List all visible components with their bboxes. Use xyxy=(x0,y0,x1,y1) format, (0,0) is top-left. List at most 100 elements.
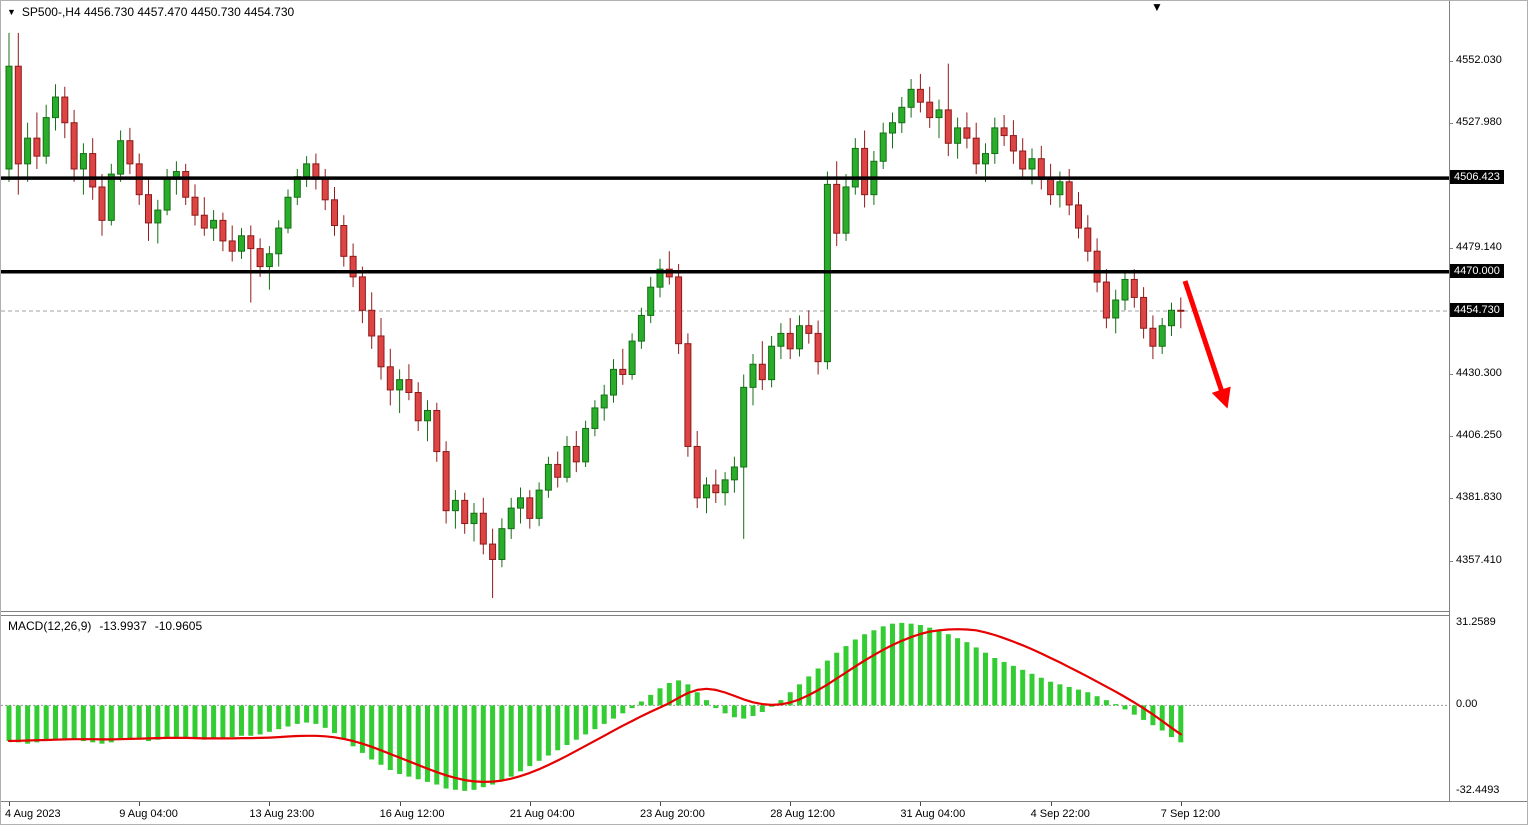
candle-body[interactable] xyxy=(79,153,87,170)
candle-body[interactable] xyxy=(1149,327,1157,347)
candle-body[interactable] xyxy=(730,466,738,481)
candle-body[interactable] xyxy=(1000,127,1008,137)
candle-body[interactable] xyxy=(386,366,394,391)
candle-body[interactable] xyxy=(61,96,69,124)
time-axis[interactable]: 4 Aug 2023 9 Aug 04:00 13 Aug 23:00 16 Aug … xyxy=(1,801,1527,824)
candle-body[interactable] xyxy=(126,140,134,165)
candle-body[interactable] xyxy=(70,122,78,170)
candle-body[interactable] xyxy=(256,248,264,268)
candle-body[interactable] xyxy=(219,219,227,242)
candle-body[interactable] xyxy=(1140,296,1148,329)
candle-body[interactable] xyxy=(1075,204,1082,229)
candle-body[interactable] xyxy=(117,140,125,175)
candle-body[interactable] xyxy=(898,106,906,124)
candle-body[interactable] xyxy=(637,314,645,342)
candle-body[interactable] xyxy=(628,340,636,376)
candle-body[interactable] xyxy=(861,147,869,196)
candle-body[interactable] xyxy=(1065,181,1073,206)
candle-body[interactable] xyxy=(572,445,580,463)
candle-body[interactable] xyxy=(1009,135,1017,152)
candle-body[interactable] xyxy=(349,255,357,278)
candle-body[interactable] xyxy=(814,332,822,363)
candle-body[interactable] xyxy=(544,463,552,491)
candle-body[interactable] xyxy=(461,499,469,525)
candle-body[interactable] xyxy=(1047,178,1055,196)
candle-body[interactable] xyxy=(768,345,776,381)
candle-body[interactable] xyxy=(1121,278,1129,301)
candle-body[interactable] xyxy=(1028,158,1036,170)
candle-body[interactable] xyxy=(107,173,115,221)
candle-body[interactable] xyxy=(1019,150,1027,170)
candle-body[interactable] xyxy=(479,512,487,545)
chart-shift-icon[interactable]: ▼ xyxy=(1151,0,1163,14)
candle-body[interactable] xyxy=(414,391,422,422)
candle-body[interactable] xyxy=(842,186,850,234)
candle-body[interactable] xyxy=(265,253,273,268)
candle-body[interactable] xyxy=(331,199,338,227)
candle-body[interactable] xyxy=(1177,309,1185,312)
candle-body[interactable] xyxy=(675,276,683,345)
candle-body[interactable] xyxy=(470,512,478,525)
candle-body[interactable] xyxy=(182,171,190,198)
candle-body[interactable] xyxy=(972,137,980,165)
candle-body[interactable] xyxy=(507,507,515,530)
candle-body[interactable] xyxy=(982,153,989,165)
candle-body[interactable] xyxy=(610,368,617,396)
candle-body[interactable] xyxy=(600,394,608,409)
candle-body[interactable] xyxy=(777,332,785,347)
candle-body[interactable] xyxy=(703,484,710,499)
candle-body[interactable] xyxy=(489,543,497,560)
candle-body[interactable] xyxy=(582,427,590,463)
candle-body[interactable] xyxy=(684,343,692,447)
candle-body[interactable] xyxy=(1037,158,1045,180)
candle-body[interactable] xyxy=(944,109,952,144)
candle-body[interactable] xyxy=(889,122,896,134)
candle-body[interactable] xyxy=(1112,299,1120,319)
candles-series[interactable] xyxy=(5,32,1185,599)
candle-body[interactable] xyxy=(451,499,459,512)
candle-body[interactable] xyxy=(963,127,971,139)
candle-body[interactable] xyxy=(163,178,171,211)
candle-body[interactable] xyxy=(358,276,366,311)
candle-body[interactable] xyxy=(145,194,152,224)
candle-body[interactable] xyxy=(377,335,385,368)
candle-body[interactable] xyxy=(526,497,534,519)
candle-body[interactable] xyxy=(498,528,506,560)
candle-body[interactable] xyxy=(796,325,803,350)
candle-body[interactable] xyxy=(991,127,999,155)
candle-body[interactable] xyxy=(916,88,924,103)
candle-body[interactable] xyxy=(396,379,404,391)
candle-body[interactable] xyxy=(591,407,599,429)
candle-body[interactable] xyxy=(89,153,97,188)
candle-body[interactable] xyxy=(926,101,934,119)
candle-body[interactable] xyxy=(14,65,22,165)
candle-body[interactable] xyxy=(24,137,32,165)
candle-body[interactable] xyxy=(535,489,543,519)
candle-body[interactable] xyxy=(879,132,887,162)
candle-body[interactable] xyxy=(935,109,943,119)
candle-body[interactable] xyxy=(284,196,292,229)
candle-body[interactable] xyxy=(1084,227,1092,252)
candle-body[interactable] xyxy=(1130,278,1138,298)
candle-body[interactable] xyxy=(5,65,13,170)
price-axis[interactable]: 4552.030 4527.980 4506.423 4479.140 4470.000… xyxy=(1449,1,1527,801)
candle-body[interactable] xyxy=(191,196,199,216)
candle-body[interactable] xyxy=(693,445,701,499)
candle-body[interactable] xyxy=(712,484,720,494)
candle-body[interactable] xyxy=(758,363,766,381)
candle-body[interactable] xyxy=(833,183,841,234)
candle-body[interactable] xyxy=(238,235,245,252)
candle-body[interactable] xyxy=(340,225,348,257)
candle-body[interactable] xyxy=(442,451,450,512)
candle-body[interactable] xyxy=(1158,325,1166,347)
candle-body[interactable] xyxy=(851,147,859,188)
candle-body[interactable] xyxy=(1168,309,1175,327)
candle-body[interactable] xyxy=(619,368,627,376)
trend-arrow[interactable] xyxy=(1182,280,1231,409)
candle-body[interactable] xyxy=(656,268,664,288)
candle-body[interactable] xyxy=(42,117,50,157)
candle-body[interactable] xyxy=(907,88,915,108)
candle-body[interactable] xyxy=(303,163,311,178)
candle-body[interactable] xyxy=(247,235,255,250)
symbol-dropdown-icon[interactable]: ▼ xyxy=(7,6,16,17)
